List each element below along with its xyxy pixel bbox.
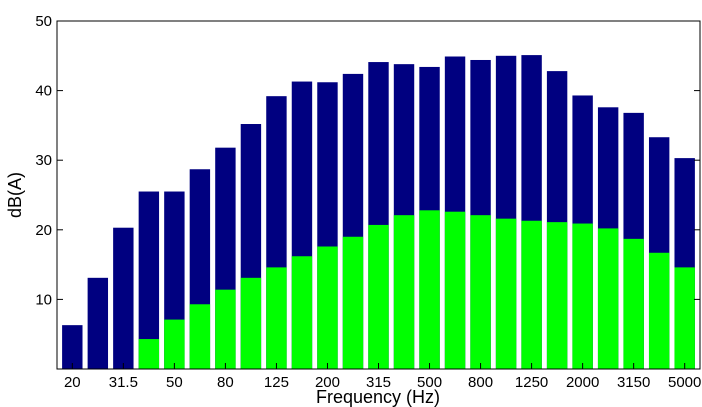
bar-series2-160 xyxy=(291,256,313,369)
bar-series2-5000 xyxy=(674,267,695,369)
bar-series1-20 xyxy=(62,325,83,369)
x-tick-label: 315 xyxy=(366,374,391,391)
bar-series1-40 xyxy=(138,191,160,369)
x-tick-label: 800 xyxy=(468,374,493,391)
bar-series2-200 xyxy=(317,246,338,369)
x-tick-label: 5000 xyxy=(668,374,701,391)
bar-series2-500 xyxy=(419,210,440,369)
bar-series2-1600 xyxy=(546,222,568,369)
y-tick-label: 50 xyxy=(35,13,52,30)
x-tick-label: 80 xyxy=(217,374,234,391)
y-tick-label: 20 xyxy=(35,222,52,239)
bars-layer xyxy=(62,55,695,370)
bar-series2-3150 xyxy=(623,238,644,369)
bar-series2-315 xyxy=(368,224,389,369)
x-tick-label: 31.5 xyxy=(109,374,138,391)
x-axis-title: Frequency (Hz) xyxy=(316,387,440,407)
bar-series2-125 xyxy=(266,267,287,369)
bar-series2-4000 xyxy=(648,252,670,369)
x-tick-label: 500 xyxy=(417,374,442,391)
x-tick-label: 2000 xyxy=(566,374,599,391)
x-tick-label: 200 xyxy=(315,374,340,391)
x-tick-label: 3150 xyxy=(617,374,650,391)
bar-series2-80 xyxy=(215,289,236,369)
x-tick-label: 50 xyxy=(166,374,183,391)
bar-series1-25 xyxy=(87,277,109,369)
y-axis-title: dB(A) xyxy=(5,172,25,218)
bar-series2-40 xyxy=(138,339,160,369)
bar-series2-50 xyxy=(164,319,185,369)
bar-series1-31.5 xyxy=(113,227,134,369)
x-tick-label: 125 xyxy=(264,374,289,391)
x-tick-label: 20 xyxy=(64,374,81,391)
x-tick-label: 1250 xyxy=(515,374,548,391)
y-axis-ticks: 10 20 30 40 50 xyxy=(35,13,700,308)
bar-series2-800 xyxy=(470,215,491,369)
bar-series2-1250 xyxy=(521,220,542,369)
bar-series2-1000 xyxy=(495,218,517,369)
bar-series2-63 xyxy=(189,304,211,369)
bar-series2-630 xyxy=(444,211,466,369)
x-axis-ticks: 20 31.5 50 80 125 200 315 500 800 1250 2000 3150 500… xyxy=(64,363,701,391)
bar-series2-2000 xyxy=(572,223,593,369)
bar-series2-100 xyxy=(240,277,262,369)
y-tick-label: 30 xyxy=(35,152,52,169)
y-tick-label: 40 xyxy=(35,83,52,100)
bar-series2-400 xyxy=(393,215,415,369)
y-tick-label: 10 xyxy=(35,291,52,308)
bar-series2-250 xyxy=(342,236,364,369)
bar-series2-2500 xyxy=(597,228,619,369)
